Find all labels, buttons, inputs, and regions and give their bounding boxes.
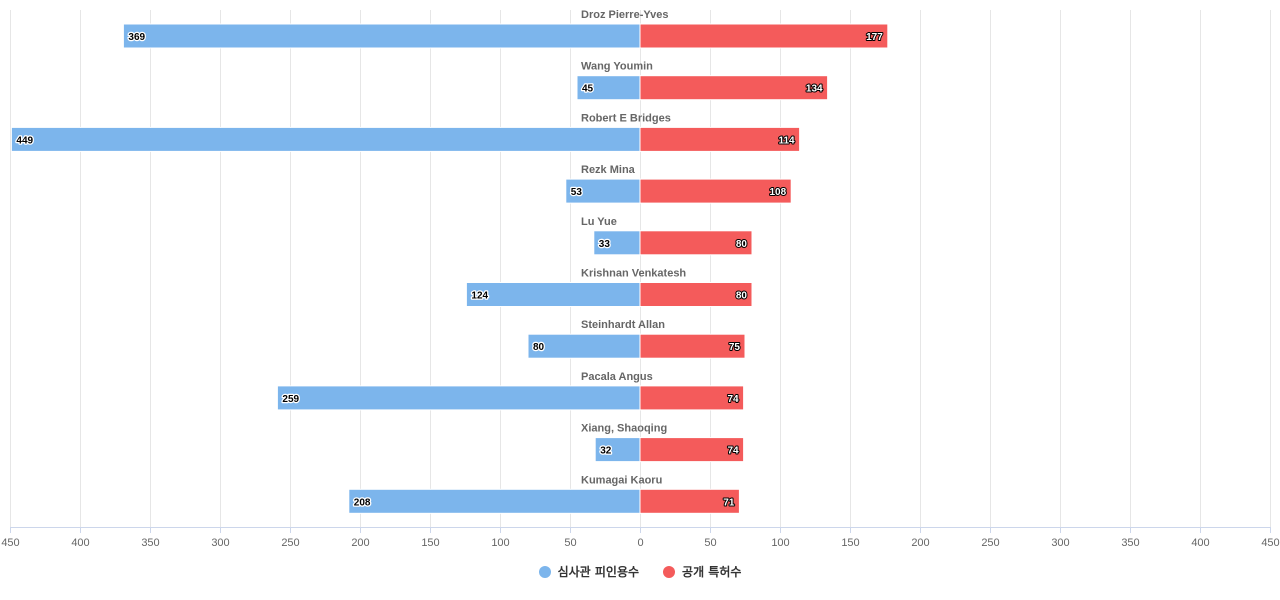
x-tick-label: 150 xyxy=(841,537,859,549)
category-label: Pacala Angus xyxy=(581,371,653,383)
category-label: Krishnan Venkatesh xyxy=(581,268,686,280)
bar-right[interactable] xyxy=(639,488,740,514)
bar-left[interactable] xyxy=(348,488,641,514)
bar-right[interactable] xyxy=(639,75,829,101)
category-label: Droz Pierre-Yves xyxy=(581,9,668,21)
bar-right[interactable] xyxy=(639,333,746,359)
data-label-right: 134 xyxy=(806,84,823,95)
x-tick-label: 350 xyxy=(1121,537,1139,549)
category-label: Steinhardt Allan xyxy=(581,319,665,331)
category-label: Lu Yue xyxy=(581,216,617,228)
category-label: Robert E Bridges xyxy=(581,112,671,124)
data-label-left: 53 xyxy=(571,187,583,198)
x-tick-label: 100 xyxy=(771,537,789,549)
x-axis: 450 400 350 300 250 200 150 100 50 0 50 100 150 200 25… xyxy=(1,527,1280,549)
bar-left[interactable] xyxy=(565,178,641,204)
x-tick-label: 50 xyxy=(564,537,576,549)
x-tick-label: 300 xyxy=(211,537,229,549)
data-label-left: 33 xyxy=(599,239,611,250)
data-label-right: 80 xyxy=(736,239,748,250)
data-label-right: 114 xyxy=(778,135,795,146)
data-label-right: 75 xyxy=(729,342,741,353)
x-tick-label: 200 xyxy=(911,537,929,549)
data-label-left: 124 xyxy=(471,291,488,302)
bars xyxy=(10,23,889,514)
bar-right[interactable] xyxy=(639,126,801,152)
category-label: Kumagai Kaoru xyxy=(581,474,662,486)
bar-right[interactable] xyxy=(639,230,753,256)
bar-left[interactable] xyxy=(122,23,641,49)
x-tick-label: 450 xyxy=(1261,537,1279,549)
bar-left[interactable] xyxy=(576,75,641,101)
x-tick-label: 50 xyxy=(704,537,716,549)
data-label-left: 259 xyxy=(282,394,299,405)
x-tick-label: 250 xyxy=(981,537,999,549)
legend-marker-right-series xyxy=(663,565,676,578)
diverging-bar-chart: Droz Pierre-Yves 369 177 Wang Youmin 45 134 Ro… xyxy=(1,9,1280,549)
x-tick-label: 400 xyxy=(71,537,89,549)
bar-left[interactable] xyxy=(594,437,641,463)
x-tick-label: 300 xyxy=(1051,537,1069,549)
data-label-right: 80 xyxy=(736,291,748,302)
x-tick-label: 350 xyxy=(141,537,159,549)
bar-left[interactable] xyxy=(10,126,641,152)
data-label-right: 74 xyxy=(727,446,739,457)
bar-right[interactable] xyxy=(639,385,745,411)
data-label-right: 71 xyxy=(723,497,735,508)
bar-right[interactable] xyxy=(639,178,792,204)
legend-item-right-series[interactable]: 공개 특허수 xyxy=(663,563,741,580)
data-label-right: 74 xyxy=(727,394,739,405)
data-label-left: 449 xyxy=(16,135,33,146)
legend-item-left-series[interactable]: 심사관 피인용수 xyxy=(538,563,640,580)
category-label: Rezk Mina xyxy=(581,164,636,176)
category-label: Xiang, Shaoqing xyxy=(581,423,667,435)
x-tick-label: 400 xyxy=(1191,537,1209,549)
bar-left[interactable] xyxy=(527,333,641,359)
legend-marker-left-series xyxy=(538,565,551,578)
x-tick-label: 200 xyxy=(351,537,369,549)
x-tick-label: 250 xyxy=(281,537,299,549)
legend-label-left-series: 심사관 피인용수 xyxy=(557,565,640,579)
category-label: Wang Youmin xyxy=(581,61,653,73)
bar-right[interactable] xyxy=(639,437,745,463)
labels: Droz Pierre-Yves 369 177 Wang Youmin 45 134 Ro… xyxy=(15,9,884,510)
legend: 심사관 피인용수 공개 특허수 xyxy=(0,563,1280,580)
bar-right[interactable] xyxy=(639,23,889,49)
x-tick-label: 450 xyxy=(1,537,19,549)
bar-left[interactable] xyxy=(465,282,641,307)
data-label-left: 45 xyxy=(582,84,594,95)
data-label-left: 208 xyxy=(354,497,371,508)
data-label-left: 80 xyxy=(533,342,545,353)
x-tick-label: 150 xyxy=(421,537,439,549)
data-label-left: 369 xyxy=(128,32,145,43)
bar-right[interactable] xyxy=(639,282,753,307)
data-label-right: 108 xyxy=(770,187,787,198)
data-label-right: 177 xyxy=(866,32,883,43)
data-label-left: 32 xyxy=(600,446,612,457)
legend-label-right-series: 공개 특허수 xyxy=(682,565,742,579)
x-tick-label: 0 xyxy=(637,537,643,549)
x-tick-label: 100 xyxy=(491,537,509,549)
bar-left[interactable] xyxy=(276,385,641,411)
bar-left[interactable] xyxy=(593,230,641,256)
